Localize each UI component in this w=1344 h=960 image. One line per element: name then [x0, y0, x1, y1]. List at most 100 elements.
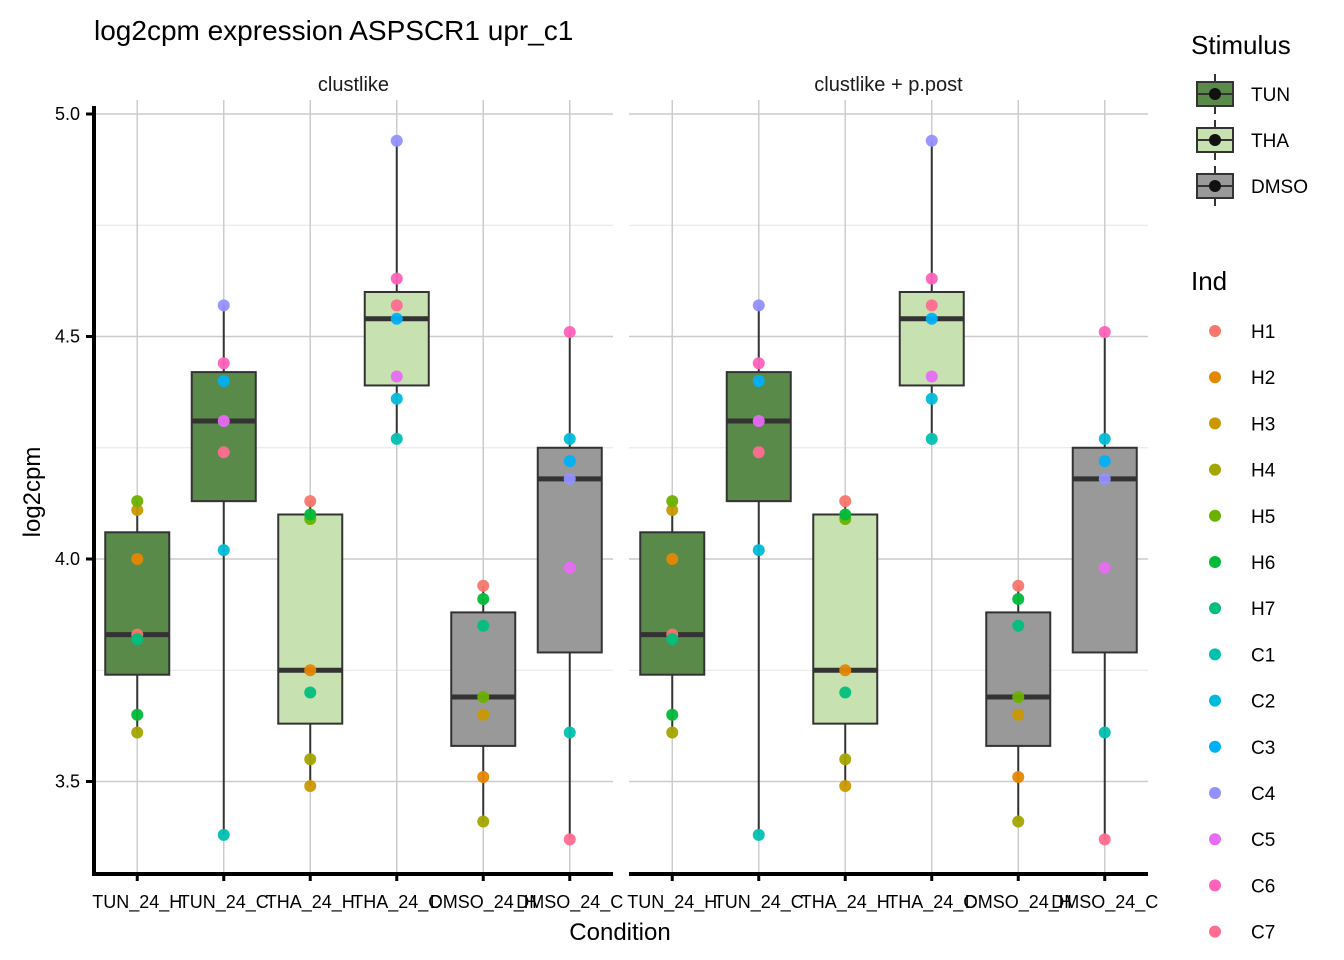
legend-dot: [1209, 463, 1221, 476]
x-tick-label: THA_24_C: [887, 892, 976, 913]
data-point-C4: [925, 134, 938, 147]
legend-label: C2: [1251, 692, 1275, 713]
data-point-C6: [217, 357, 230, 370]
y-axis-title: log2cpm: [19, 447, 46, 538]
box-rect: [190, 371, 257, 503]
data-point-C5: [390, 370, 403, 383]
data-point-C1: [752, 828, 765, 841]
data-point-C3: [217, 375, 230, 387]
data-point-C2: [925, 392, 938, 405]
legend-label: DMSO: [1251, 177, 1308, 198]
chart-title: log2cpm expression ASPSCR1 upr_c1: [94, 15, 573, 46]
data-point-H2: [839, 664, 852, 677]
x-tick-label: THA_24_H: [266, 892, 355, 913]
legend-key-C7: C7: [1209, 923, 1275, 944]
facet-panel: clustlike TUN_24_HTUN_24_CTHA_24_HTHA_24_…: [92, 74, 623, 913]
legend-key-DMSO: DMSO: [1196, 166, 1308, 206]
data-point-C3: [563, 455, 576, 468]
legend-key-H6: H6: [1209, 553, 1275, 574]
data-point-C2: [1098, 432, 1111, 445]
data-point-H4: [131, 726, 144, 739]
data-point-C6: [925, 272, 938, 285]
legend-point: [1209, 134, 1221, 146]
legend-dot: [1209, 787, 1221, 799]
data-point-C2: [752, 544, 765, 557]
data-point-C6: [563, 326, 576, 339]
data-point-C3: [1098, 455, 1111, 468]
data-point-H2: [666, 553, 679, 565]
data-point-H2: [304, 664, 317, 677]
legend-key-H4: H4: [1209, 461, 1276, 482]
data-point-H3: [1012, 708, 1025, 721]
legend-dot: [1209, 417, 1221, 430]
data-point-C6: [752, 357, 765, 370]
data-point-C4: [390, 134, 403, 147]
legend-ind: Ind H1 H2 H3 H4 H5 H6 H7 C1 C2 C3 C4 C5 C6 C7: [1191, 266, 1276, 944]
legend-dot: [1209, 833, 1221, 846]
data-point-C1: [1098, 726, 1111, 739]
x-axis-title: Condition: [569, 919, 670, 946]
legend-key-C4: C4: [1209, 784, 1276, 805]
data-point-H5: [666, 495, 679, 508]
legend-label: H6: [1251, 553, 1275, 574]
legend-label: H1: [1251, 322, 1275, 343]
legend-dot: [1209, 925, 1221, 938]
legend-label: C1: [1251, 645, 1275, 666]
data-point-C1: [217, 828, 230, 841]
data-point-H6: [477, 593, 490, 606]
x-tick-label: TUN_24_H: [92, 892, 182, 913]
data-point-H1: [304, 495, 317, 508]
x-tick-label: TUN_24_C: [714, 892, 804, 913]
data-point-C5: [925, 370, 938, 383]
x-tick-label: TUN_24_H: [627, 892, 717, 913]
legend-label: H3: [1251, 414, 1275, 435]
x-tick-label: DMSO_24_H: [430, 892, 537, 913]
legend-label: C6: [1251, 876, 1275, 897]
legend-label: C7: [1251, 923, 1275, 944]
data-point-H6: [304, 508, 317, 521]
legend-label: C5: [1251, 830, 1275, 851]
data-point-C7: [752, 446, 765, 459]
legend-label: H2: [1251, 368, 1275, 389]
data-point-H7: [304, 686, 317, 699]
legend-key-C6: C6: [1209, 876, 1275, 897]
data-point-H1: [839, 495, 852, 508]
box-DMSO_24_C: [1071, 332, 1138, 840]
data-point-H4: [1012, 815, 1025, 828]
y-tick-label: 3.5: [55, 772, 80, 792]
data-point-H6: [1012, 593, 1025, 606]
data-point-C1: [563, 726, 576, 739]
x-tick-label: DMSO_24_C: [516, 892, 623, 913]
legend-key-C5: C5: [1209, 830, 1275, 851]
facet-strip-label: clustlike + p.post: [814, 74, 963, 96]
data-point-H7: [477, 619, 490, 632]
legend-label: H7: [1251, 599, 1275, 620]
data-point-C2: [563, 432, 576, 445]
legend-label: TUN: [1251, 85, 1290, 106]
legend-dot: [1209, 556, 1221, 568]
data-point-H5: [477, 690, 490, 703]
box-DMSO_24_H: [985, 585, 1052, 822]
data-point-H6: [131, 708, 144, 721]
data-point-C7: [1098, 833, 1111, 846]
data-point-H4: [304, 753, 317, 766]
data-point-H4: [666, 726, 679, 739]
legend-label: H4: [1251, 461, 1276, 482]
x-tick-label: DMSO_24_H: [965, 892, 1072, 913]
legend-label: C3: [1251, 738, 1275, 759]
legend-key-TUN: TUN: [1196, 74, 1290, 114]
legend-dot: [1209, 371, 1221, 384]
data-point-H3: [304, 779, 317, 792]
data-point-C1: [390, 432, 403, 445]
data-point-H7: [839, 686, 852, 699]
legend-title: Stimulus: [1191, 30, 1291, 60]
data-point-H3: [477, 708, 490, 721]
box-rect: [450, 611, 517, 747]
data-point-H5: [131, 495, 144, 508]
legend-title: Ind: [1191, 266, 1227, 296]
data-point-C7: [390, 299, 403, 312]
data-point-C4: [563, 472, 576, 485]
legend-key-C3: C3: [1209, 738, 1275, 759]
box-rect: [985, 611, 1052, 747]
